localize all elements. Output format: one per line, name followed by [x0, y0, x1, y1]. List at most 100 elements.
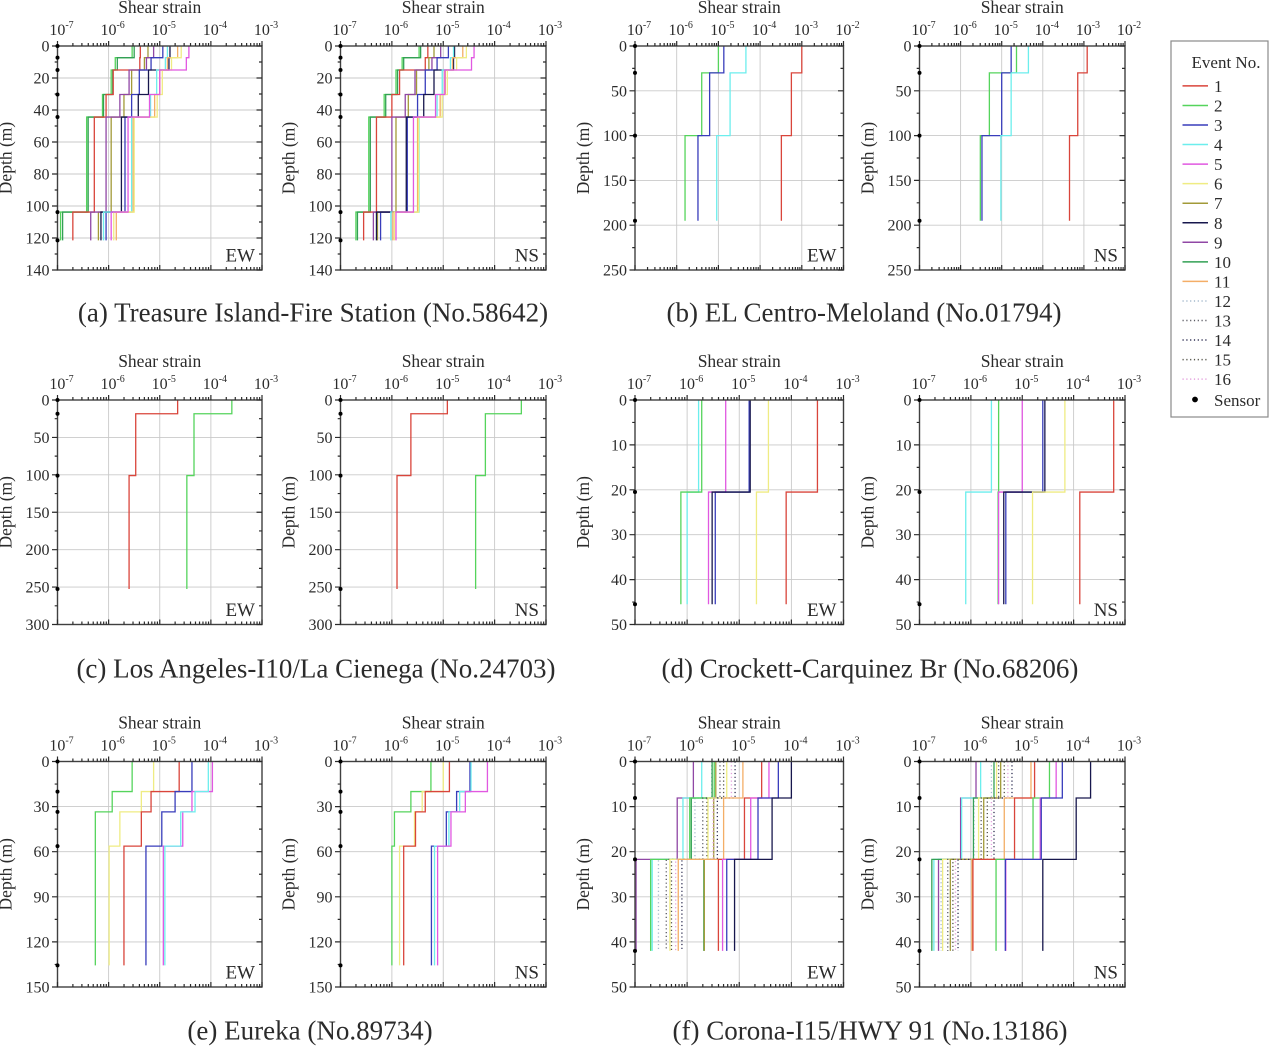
svg-text:Depth (m): Depth (m)	[573, 122, 593, 195]
svg-text:NS: NS	[515, 246, 539, 267]
svg-text:Shear strain: Shear strain	[402, 351, 485, 371]
svg-text:0: 0	[904, 393, 912, 410]
svg-text:14: 14	[1214, 331, 1232, 350]
svg-text:100: 100	[309, 199, 333, 216]
svg-text:Shear strain: Shear strain	[981, 0, 1064, 17]
svg-text:Shear strain: Shear strain	[118, 713, 201, 733]
svg-text:50: 50	[611, 83, 627, 100]
svg-text:16: 16	[1214, 370, 1231, 389]
svg-text:20: 20	[34, 71, 50, 88]
svg-text:120: 120	[309, 934, 333, 951]
svg-text:300: 300	[309, 617, 333, 634]
svg-text:30: 30	[611, 527, 627, 544]
svg-text:Depth (m): Depth (m)	[858, 122, 878, 195]
svg-text:150: 150	[309, 980, 333, 997]
svg-text:Depth (m): Depth (m)	[0, 838, 16, 911]
svg-text:60: 60	[34, 135, 50, 152]
svg-text:20: 20	[896, 482, 912, 499]
svg-text:10: 10	[611, 799, 627, 816]
svg-text:NS: NS	[515, 600, 539, 621]
svg-text:50: 50	[34, 430, 50, 447]
svg-text:NS: NS	[515, 963, 539, 984]
svg-text:250: 250	[888, 263, 912, 280]
svg-text:Depth (m): Depth (m)	[279, 838, 299, 911]
svg-text:0: 0	[325, 754, 333, 771]
svg-text:20: 20	[317, 71, 333, 88]
svg-text:0: 0	[619, 39, 627, 56]
svg-text:0: 0	[904, 754, 912, 771]
svg-text:60: 60	[34, 844, 50, 861]
svg-text:Sensor: Sensor	[1214, 391, 1261, 410]
svg-text:Shear strain: Shear strain	[981, 351, 1064, 371]
svg-text:140: 140	[26, 263, 50, 280]
svg-text:40: 40	[896, 572, 912, 589]
svg-text:8: 8	[1214, 214, 1223, 233]
svg-text:50: 50	[611, 617, 627, 634]
svg-text:50: 50	[896, 980, 912, 997]
svg-text:13: 13	[1214, 312, 1231, 331]
svg-text:(f) Corona-I15/HWY 91 (No.13: (f) Corona-I15/HWY 91 (No.13186)	[673, 1016, 1068, 1046]
svg-text:120: 120	[309, 231, 333, 248]
svg-text:NS: NS	[1094, 600, 1118, 621]
svg-text:Depth (m): Depth (m)	[858, 838, 878, 911]
svg-text:40: 40	[896, 934, 912, 951]
svg-text:15: 15	[1214, 351, 1231, 370]
svg-text:40: 40	[34, 103, 50, 120]
svg-text:EW: EW	[807, 600, 837, 621]
svg-text:5: 5	[1214, 155, 1223, 174]
svg-text:0: 0	[42, 39, 50, 56]
svg-text:30: 30	[896, 527, 912, 544]
svg-text:Shear strain: Shear strain	[402, 713, 485, 733]
svg-text:300: 300	[26, 617, 50, 634]
svg-text:40: 40	[611, 934, 627, 951]
svg-text:10: 10	[896, 799, 912, 816]
svg-text:(e) Eureka (No.89734): (e) Eureka (No.89734)	[187, 1016, 432, 1046]
svg-text:Depth (m): Depth (m)	[858, 476, 878, 549]
svg-text:6: 6	[1214, 175, 1223, 194]
svg-text:120: 120	[26, 934, 50, 951]
svg-text:2: 2	[1214, 96, 1223, 115]
svg-text:150: 150	[603, 173, 627, 190]
svg-text:0: 0	[619, 393, 627, 410]
svg-text:140: 140	[309, 263, 333, 280]
svg-text:60: 60	[317, 844, 333, 861]
svg-text:150: 150	[26, 505, 50, 522]
svg-text:NS: NS	[1094, 246, 1118, 267]
svg-text:EW: EW	[807, 963, 837, 984]
svg-text:Depth (m): Depth (m)	[0, 122, 16, 195]
svg-text:30: 30	[611, 889, 627, 906]
svg-text:11: 11	[1214, 272, 1230, 291]
svg-text:20: 20	[611, 844, 627, 861]
svg-text:10: 10	[1214, 253, 1231, 272]
svg-text:100: 100	[888, 128, 912, 145]
svg-text:150: 150	[309, 505, 333, 522]
svg-text:Shear strain: Shear strain	[698, 351, 781, 371]
svg-text:7: 7	[1214, 194, 1223, 213]
svg-text:10: 10	[611, 437, 627, 454]
svg-text:Shear strain: Shear strain	[118, 0, 201, 17]
svg-text:250: 250	[26, 580, 50, 597]
svg-text:EW: EW	[807, 246, 837, 267]
svg-text:150: 150	[888, 173, 912, 190]
svg-text:(c) Los Angeles-I10/La Cieneg: (c) Los Angeles-I10/La Cienega (No.24703…	[76, 654, 555, 684]
svg-text:NS: NS	[1094, 963, 1118, 984]
svg-text:(a) Treasure Island-Fire Stati: (a) Treasure Island-Fire Station (No.586…	[78, 298, 548, 328]
svg-text:Depth (m): Depth (m)	[573, 476, 593, 549]
svg-text:12: 12	[1214, 292, 1231, 311]
svg-text:Shear strain: Shear strain	[981, 713, 1064, 733]
svg-text:250: 250	[603, 263, 627, 280]
svg-text:200: 200	[603, 218, 627, 235]
svg-text:0: 0	[42, 393, 50, 410]
svg-text:0: 0	[325, 393, 333, 410]
svg-text:90: 90	[34, 889, 50, 906]
svg-text:0: 0	[904, 39, 912, 56]
svg-text:50: 50	[896, 83, 912, 100]
svg-text:30: 30	[317, 799, 333, 816]
svg-text:100: 100	[26, 467, 50, 484]
svg-text:50: 50	[896, 617, 912, 634]
svg-text:40: 40	[317, 103, 333, 120]
svg-text:Shear strain: Shear strain	[698, 0, 781, 17]
svg-text:Depth (m): Depth (m)	[573, 838, 593, 911]
svg-text:Shear strain: Shear strain	[698, 713, 781, 733]
svg-text:80: 80	[34, 167, 50, 184]
